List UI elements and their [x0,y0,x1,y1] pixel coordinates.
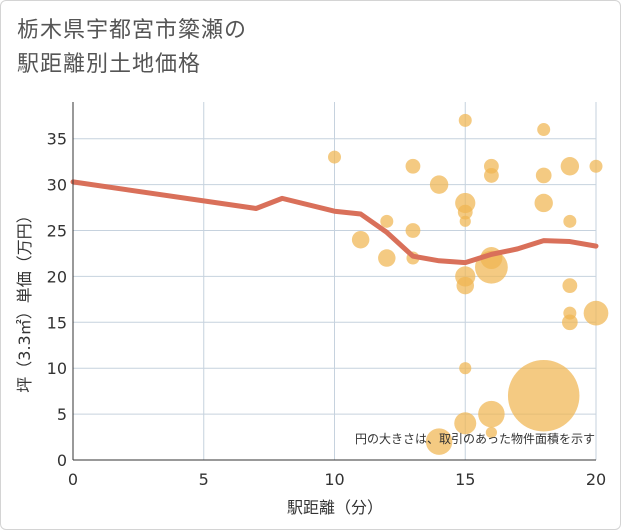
data-bubble [458,113,472,127]
bubble-series [328,113,609,455]
data-bubble [459,215,471,227]
y-tick-label: 10 [47,359,67,378]
data-bubble [535,167,552,184]
data-bubble [562,314,578,331]
y-tick-label: 35 [47,130,67,149]
y-tick-label: 15 [47,313,67,332]
y-tick-label: 25 [47,222,67,241]
data-bubble [456,276,474,295]
data-bubble [378,249,396,267]
y-axis-title: 坪（3.3㎡）単価（万円） [15,207,34,392]
axes [72,102,596,461]
x-tick-label: 20 [586,470,606,489]
data-bubble [484,168,499,183]
data-bubble [589,159,603,173]
x-tick-label: 0 [68,470,78,489]
x-tick-label: 15 [455,470,475,489]
data-bubble [478,400,505,428]
average-price-line [70,179,599,266]
data-bubble [328,150,341,164]
data-bubble [405,223,421,238]
chart-title: 栃木県宇都宮市簗瀬の 駅距離別土地価格 [17,14,247,82]
data-bubble [563,214,577,228]
data-bubble [457,204,473,220]
chart-title-line-1: 栃木県宇都宮市簗瀬の [17,18,248,43]
data-bubble [485,426,497,439]
data-bubble [380,214,394,228]
y-tick-label: 30 [47,176,67,195]
data-bubble [534,193,553,213]
y-tick-label: 0 [57,451,67,470]
data-bubble [405,158,421,174]
data-bubble [583,300,609,326]
data-bubble [429,175,449,194]
data-bubble [351,230,370,249]
data-bubble [459,362,472,375]
x-axis-title: 駅距離（分） [287,498,383,517]
data-bubble [454,412,477,435]
chart-title-line-2: 駅距離別土地価格 [17,52,202,77]
data-bubble [425,428,453,455]
line-series [70,179,599,266]
size-note: 円の大きさは、取引のあった物件面積を示す [355,431,595,446]
x-tick-label: 10 [324,470,344,489]
data-bubble [507,359,580,432]
data-bubble [560,157,580,176]
y-tick-label: 5 [57,405,67,424]
y-tick-label: 20 [47,267,67,286]
data-bubble [537,123,551,137]
data-bubble [562,278,578,293]
x-tick-label: 5 [199,470,209,489]
tick-labels: 0 5 10 15 20 25 30 35 0 5 10 15 20 [47,130,607,489]
grid [73,102,597,460]
